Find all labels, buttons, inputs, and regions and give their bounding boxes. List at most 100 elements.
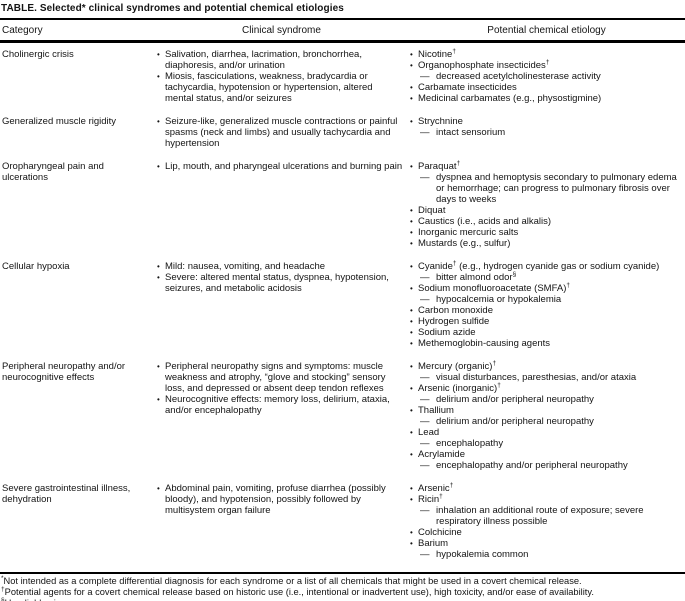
chemical-etiology-cell: • Cyanide† (e.g., hydrogen cyanide gas or… [408, 259, 685, 349]
item-main-text: Strychnine [418, 116, 463, 127]
table-title: TABLE. Selected* clinical syndromes and … [1, 3, 344, 14]
sub-item-text: delirium and/or peripheral neuropathy [436, 416, 594, 427]
item-text: Lip, mouth, and pharyngeal ulcerations a… [165, 161, 403, 172]
item-text: Mustards (e.g., sulfur) [418, 238, 684, 249]
item-main-text: Lip, mouth, and pharyngeal ulcerations a… [165, 161, 403, 172]
item-main-text: Carbamate insecticides [418, 82, 517, 93]
item-main-text: Hydrogen sulfide [418, 316, 490, 327]
item-main-text: Paraquat† [418, 159, 461, 172]
bullet-item: • Peripheral neuropathy signs and symptom… [155, 361, 403, 394]
item-text: Severe: altered mental status, dyspnea, … [165, 272, 403, 294]
title-divider [0, 18, 685, 20]
item-text: Seizure-like, generalized muscle contrac… [165, 116, 403, 149]
item-text: Ricin† — inhalation an additional route of… [418, 493, 684, 527]
bullet-item: • Carbamate insecticides [408, 82, 684, 93]
dash-icon: — [420, 127, 430, 138]
sub-item: — encephalopathy [420, 438, 684, 449]
superscript-marker: † [456, 159, 461, 167]
superscript-marker: † [452, 47, 456, 55]
bullet-icon: • [410, 217, 413, 226]
bullet-icon: • [410, 317, 413, 326]
column-header-row: Category Clinical syndrome Potential che… [0, 20, 685, 40]
item-main-text: Severe: altered mental status, dyspnea, … [165, 272, 389, 294]
category-cell: Oropharyngeal pain and ulcerations [2, 161, 104, 183]
table-row: Cholinergic crisis • Salivation, diarrhea,… [0, 47, 685, 104]
bullet-item: • Nicotine† [408, 47, 684, 60]
category-cell: Cholinergic crisis [2, 49, 74, 60]
item-text: Neurocognitive effects: memory loss, del… [165, 394, 403, 416]
item-main-text: Diquat [418, 205, 446, 216]
footnote-divider [0, 572, 685, 574]
item-text: Cyanide† (e.g., hydrogen cyanide gas or … [418, 259, 684, 283]
sub-item: — intact sensorium [420, 127, 684, 138]
bullet-item: • Barium — hypokalemia common [408, 538, 684, 560]
bullet-icon: • [410, 94, 413, 103]
item-main-text: Organophosphate insecticides† [418, 58, 550, 71]
footnote-text: Not intended as a complete differential … [3, 576, 582, 586]
bullet-icon: • [410, 228, 413, 237]
bullet-icon: • [410, 450, 413, 459]
column-header-potential-chemical-etiology: Potential chemical etiology [487, 25, 606, 36]
dash-icon: — [420, 460, 430, 471]
bullet-item: • Mercury (organic)† — visual disturbances,… [408, 359, 684, 383]
bullet-item: • Arsenic† [408, 481, 684, 494]
superscript-marker: † [497, 381, 501, 389]
superscript-marker: † [452, 259, 457, 267]
category-cell: Cellular hypoxia [2, 261, 70, 272]
clinical-syndrome-cell: • Peripheral neuropathy signs and symptom… [155, 361, 408, 471]
footnote: †Potential agents for a covert chemical … [1, 586, 683, 598]
category-cell: Generalized muscle rigidity [2, 116, 117, 127]
dash-icon: — [420, 372, 430, 383]
clinical-syndrome-cell: • Lip, mouth, and pharyngeal ulcerations … [155, 161, 408, 249]
item-text: Methemoglobin-causing agents [418, 338, 684, 349]
footnote-text: Unreliable sign. [5, 598, 69, 601]
sub-item-text: bitter almond odor§ [436, 270, 517, 283]
bullet-icon: • [410, 495, 413, 504]
bullet-icon: • [157, 262, 160, 271]
item-text: Strychnine — intact sensorium [418, 116, 684, 138]
item-text: Carbamate insecticides [418, 82, 684, 93]
bullet-item: • Lead — encephalopathy [408, 427, 684, 449]
superscript-marker: † [566, 281, 570, 289]
bullet-item: • Diquat [408, 205, 684, 216]
item-main-text: Arsenic† [418, 481, 454, 494]
sub-item-text: encephalopathy [436, 438, 504, 449]
table-body: Cholinergic crisis • Salivation, diarrhea,… [0, 43, 685, 560]
item-main-text: Carbon monoxide [418, 305, 493, 316]
sub-item-text: hypokalemia common [436, 549, 529, 560]
item-text: Sodium monofluoroacetate (SMFA)† — hypocal… [418, 281, 684, 305]
item-main-text: Salivation, diarrhea, lacrimation, bronc… [165, 49, 362, 71]
item-main-text: Medicinal carbamates (e.g., physostigmin… [418, 93, 602, 104]
bullet-item: • Severe: altered mental status, dyspnea,… [155, 272, 403, 294]
item-text: Lead — encephalopathy [418, 427, 684, 449]
item-main-text: Nicotine† [418, 47, 456, 60]
sub-item-text: dyspnea and hemoptysis secondary to pulm… [436, 172, 677, 205]
item-main-text: Caustics (i.e., acids and alkalis) [418, 216, 552, 227]
item-text: Hydrogen sulfide [418, 316, 684, 327]
bullet-item: • Abdominal pain, vomiting, profuse diarr… [155, 483, 403, 516]
bullet-icon: • [410, 528, 413, 537]
bullet-icon: • [410, 61, 413, 70]
clinical-syndrome-cell: • Salivation, diarrhea, lacrimation, bron… [155, 49, 408, 104]
item-main-text: Thallium [418, 405, 454, 416]
item-text: Mercury (organic)† — visual disturbances, … [418, 359, 684, 383]
bullet-icon: • [157, 362, 160, 371]
item-text: Barium — hypokalemia common [418, 538, 684, 560]
item-main-text: Sodium monofluoroacetate (SMFA)† [418, 281, 570, 294]
item-main-text: Mercury (organic)† [418, 359, 497, 372]
item-text: Salivation, diarrhea, lacrimation, bronc… [165, 49, 403, 71]
item-main-text: Barium [418, 538, 449, 549]
item-text: Abdominal pain, vomiting, profuse diarrh… [165, 483, 403, 516]
item-main-text: Abdominal pain, vomiting, profuse diarrh… [165, 483, 386, 516]
bullet-icon: • [157, 273, 160, 282]
bullet-item: • Medicinal carbamates (e.g., physostigmi… [408, 93, 684, 104]
bullet-item: • Salivation, diarrhea, lacrimation, bron… [155, 49, 403, 71]
item-main-text: Neurocognitive effects: memory loss, del… [165, 394, 390, 416]
footnote-marker: § [1, 596, 5, 601]
bullet-icon: • [157, 162, 160, 171]
bullet-item: • Acrylamide — encephalopathy and/or periph… [408, 449, 684, 471]
bullet-item: • Arsenic (inorganic)† — delirium and/or pe… [408, 381, 684, 405]
item-text: Paraquat† — dyspnea and hemoptysis seconda… [418, 159, 684, 205]
footnote-text: Potential agents for a covert chemical r… [4, 587, 594, 597]
